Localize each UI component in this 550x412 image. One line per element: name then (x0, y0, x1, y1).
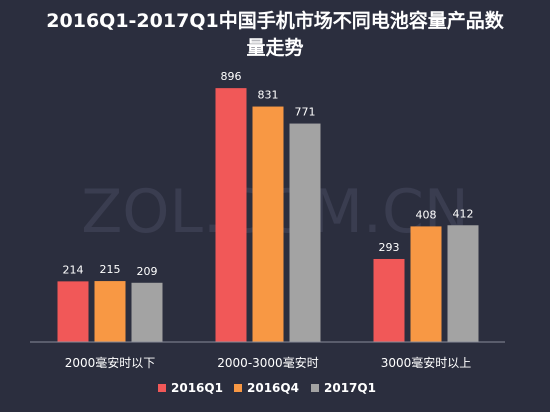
bar-2016Q1-1 (215, 88, 247, 342)
bar-2017Q1-2 (447, 225, 479, 342)
chart-title-line1: 2016Q1-2017Q1中国手机市场不同电池容量产品数 (46, 10, 504, 32)
bar-2016Q1-0 (57, 281, 89, 342)
category-label-2: 3000毫安时以上 (381, 355, 472, 370)
value-label-2017Q1-1: 771 (295, 106, 316, 119)
bar-2016Q4-1 (252, 106, 284, 342)
value-label-2017Q1-0: 209 (137, 265, 158, 278)
category-label-0: 2000毫安时以下 (65, 355, 156, 370)
legend-label-2017Q1: 2017Q1 (324, 381, 376, 395)
value-label-2016Q1-2: 293 (379, 241, 400, 254)
legend: 2016Q1 2016Q4 2017Q1 (158, 381, 376, 395)
value-label-2016Q1-1: 896 (221, 70, 242, 83)
chart-title-line2: 量走势 (246, 37, 304, 59)
bar-2016Q1-2 (373, 258, 405, 342)
value-label-2016Q4-2: 408 (416, 208, 437, 221)
legend-swatch-2016Q1 (158, 384, 166, 392)
category-labels: 2000毫安时以下 2000-3000毫安时 3000毫安时以上 (65, 355, 472, 370)
chart-title: 2016Q1-2017Q1中国手机市场不同电池容量产品数 量走势 (0, 8, 550, 62)
category-label-1: 2000-3000毫安时 (217, 355, 318, 370)
value-label-2017Q1-2: 412 (453, 207, 474, 220)
value-label-2016Q4-0: 215 (100, 263, 121, 276)
value-label-2016Q1-0: 214 (63, 263, 84, 276)
value-label-2016Q4-1: 831 (258, 89, 279, 102)
bar-2017Q1-1 (289, 123, 321, 342)
legend-swatch-2016Q4 (234, 384, 242, 392)
legend-label-2016Q1: 2016Q1 (171, 381, 223, 395)
bars-group: 214 215 209 896 831 771 293 408 412 (57, 70, 479, 342)
legend-label-2016Q4: 2016Q4 (247, 381, 299, 395)
bar-2016Q4-0 (94, 281, 126, 342)
legend-swatch-2017Q1 (311, 384, 319, 392)
bar-2016Q4-2 (410, 226, 442, 342)
bar-2017Q1-0 (131, 282, 163, 342)
